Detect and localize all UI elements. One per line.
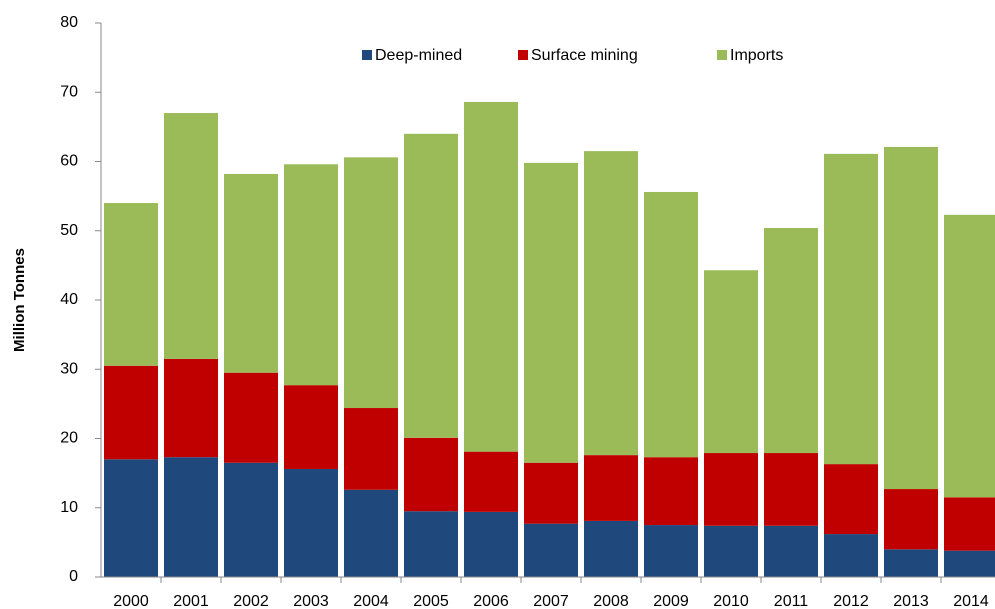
bar-segment <box>584 455 638 521</box>
bar-segment <box>824 153 878 465</box>
bar-segment <box>404 511 458 577</box>
x-tick-label: 2008 <box>593 593 629 609</box>
bar-segment <box>164 457 218 577</box>
x-tick-label: 2005 <box>413 593 449 609</box>
bar-segment <box>944 214 995 498</box>
bar-segment <box>284 385 338 469</box>
bar-segment <box>224 462 278 577</box>
bar-segment <box>824 534 878 577</box>
y-tick-label: 70 <box>60 83 78 100</box>
y-tick-label: 20 <box>60 430 78 447</box>
y-tick-label: 0 <box>69 568 78 585</box>
bar-segment <box>944 550 995 577</box>
legend-label: Deep-mined <box>375 47 462 64</box>
bar-segment <box>704 270 758 454</box>
x-tick-label: 2007 <box>533 593 569 609</box>
bar-segment <box>404 437 458 512</box>
bar-segment <box>944 497 995 551</box>
bar-segment <box>284 468 338 577</box>
y-axis-title: Million Tonnes <box>11 248 28 352</box>
bar-segment <box>824 464 878 535</box>
bar-segment <box>704 453 758 526</box>
bar-segment <box>764 453 818 526</box>
x-tick-label: 2003 <box>293 593 329 609</box>
x-tick-label: 2000 <box>113 593 149 609</box>
bar-segment <box>584 151 638 456</box>
y-tick-label: 50 <box>60 222 78 239</box>
bar-segment <box>224 173 278 373</box>
legend-label: Imports <box>730 47 783 64</box>
legend-swatch <box>362 50 372 60</box>
bar-segment <box>344 489 398 577</box>
x-tick-label: 2013 <box>893 593 929 609</box>
bar-segment <box>884 549 938 577</box>
x-tick-label: 2010 <box>713 593 749 609</box>
legend-swatch <box>717 50 727 60</box>
bar-segment <box>104 203 158 366</box>
bar-segment <box>644 457 698 526</box>
x-tick-label: 2002 <box>233 593 269 609</box>
bar-segment <box>104 459 158 577</box>
y-tick-label: 80 <box>60 14 78 31</box>
y-tick-label: 40 <box>60 291 78 308</box>
bar-segment <box>164 113 218 359</box>
bar-segment <box>644 525 698 577</box>
bar-segment <box>524 162 578 463</box>
bar-segment <box>884 489 938 550</box>
x-tick-label: 2011 <box>774 593 809 609</box>
y-tick-label: 60 <box>60 153 78 170</box>
bar-segment <box>524 523 578 577</box>
bar-segment <box>404 133 458 438</box>
x-tick-label: 2014 <box>953 593 989 609</box>
bar-segment <box>524 462 578 524</box>
x-tick-label: 2009 <box>653 593 689 609</box>
bar-segment <box>584 520 638 577</box>
x-tick-label: 2004 <box>353 593 389 609</box>
x-tick-label: 2001 <box>173 593 209 609</box>
bar-segment <box>344 157 398 409</box>
x-tick-label: 2006 <box>473 593 509 609</box>
legend-swatch <box>518 50 528 60</box>
bar-segment <box>164 358 218 458</box>
y-tick-label: 10 <box>60 499 78 516</box>
bar-segment <box>764 227 818 454</box>
bar-segment <box>104 365 158 460</box>
bar-segment <box>224 372 278 463</box>
bar-segment <box>644 191 698 458</box>
bar-segment <box>884 146 938 490</box>
bar-segment <box>284 164 338 386</box>
bar-segment <box>344 408 398 490</box>
bar-segment <box>704 525 758 577</box>
y-tick-label: 30 <box>60 360 78 377</box>
legend-label: Surface mining <box>531 47 638 64</box>
bar-segment <box>764 525 818 577</box>
bar-segment <box>464 451 518 512</box>
bar-segment <box>464 101 518 452</box>
bar-segment <box>464 511 518 577</box>
x-tick-label: 2012 <box>833 593 869 609</box>
